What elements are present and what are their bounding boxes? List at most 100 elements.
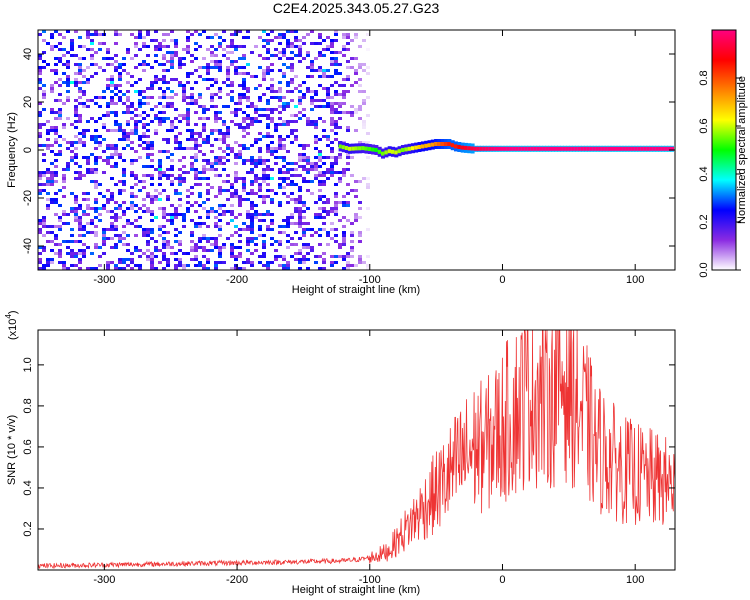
heatmap-cell [194,264,198,267]
heatmap-cell [58,48,62,51]
heatmap-cell [258,228,262,231]
heatmap-cell [222,138,226,141]
heatmap-cell [242,45,246,48]
heatmap-cell [134,81,138,84]
heatmap-cell [238,228,242,231]
heatmap-cell [166,219,170,222]
heatmap-cell [266,135,270,138]
y-tick-label: -40 [22,238,34,254]
heatmap-cell [214,225,218,228]
heatmap-cell [322,135,326,138]
heatmap-cell [266,213,270,216]
heatmap-cell [318,189,322,192]
heatmap-cell [350,105,354,108]
heatmap-cell [222,141,226,144]
heatmap-cell [202,264,206,267]
heatmap-cell [154,216,158,219]
heatmap-track-cell [631,146,636,151]
heatmap-cell [342,267,346,270]
heatmap-cell [162,210,166,213]
heatmap-cell [142,117,146,120]
heatmap-cell [110,90,114,93]
heatmap-cell [294,207,298,210]
heatmap-cell [162,216,166,219]
heatmap-track-cell [583,146,588,151]
heatmap-cell [242,162,246,165]
heatmap-cell [218,60,222,63]
heatmap-cell [262,246,266,249]
heatmap-cell [170,216,174,219]
heatmap-cell [110,147,114,150]
heatmap-cell [290,51,294,54]
heatmap-cell [182,219,186,222]
heatmap-cell [214,48,218,51]
heatmap-cell [286,201,290,204]
heatmap-cell [234,156,238,159]
heatmap-cell [326,69,330,72]
heatmap-cell [130,75,134,78]
heatmap-cell [310,96,314,99]
heatmap-cell [226,147,230,150]
heatmap-cell [206,66,210,69]
heatmap-cell [114,234,118,237]
heatmap-cell [66,60,70,63]
heatmap-cell [294,87,298,90]
heatmap-cell [166,231,170,234]
heatmap-cell [334,111,338,114]
heatmap-cell [346,60,350,63]
heatmap-cell [270,198,274,201]
heatmap-cell [266,189,270,192]
heatmap-cell [42,189,46,192]
heatmap-cell [330,168,334,171]
heatmap-cell [170,57,174,60]
heatmap-cell [206,69,210,72]
heatmap-cell [222,105,226,108]
heatmap-cell [262,240,266,243]
heatmap-cell [38,69,42,72]
heatmap-cell [218,255,222,258]
heatmap-cell [334,51,338,54]
heatmap-cell [366,267,370,270]
heatmap-cell [186,195,190,198]
heatmap-cell [358,84,362,87]
heatmap-cell [290,255,294,258]
heatmap-cell [246,192,250,195]
x-tick-label: -200 [226,574,248,586]
heatmap-cell [182,63,186,66]
heatmap-cell [94,51,98,54]
heatmap-cell [174,51,178,54]
heatmap-cell [158,96,162,99]
heatmap-cell [146,240,150,243]
heatmap-cell [154,45,158,48]
heatmap-cell [218,63,222,66]
heatmap-cell [278,90,282,93]
heatmap-cell [266,174,270,177]
heatmap-cell [334,234,338,237]
heatmap-cell [294,258,298,261]
heatmap-cell [318,66,322,69]
heatmap-cell [210,150,214,153]
heatmap-cell [42,174,46,177]
heatmap-cell [334,39,338,42]
heatmap-cell [78,45,82,48]
heatmap-cell [106,48,110,51]
heatmap-cell [286,225,290,228]
heatmap-cell [254,210,258,213]
heatmap-cell [134,249,138,252]
heatmap-cell [314,162,318,165]
heatmap-cell [222,123,226,126]
heatmap-cell [314,99,318,102]
heatmap-cell [302,93,306,96]
heatmap-cell [318,180,322,183]
heatmap-cell [230,267,234,270]
heatmap-cell [358,261,362,264]
heatmap-cell [342,225,346,228]
heatmap-cell [174,258,178,261]
heatmap-cell [266,42,270,45]
heatmap-cell [358,255,362,258]
heatmap-cell [346,183,350,186]
heatmap-cell [118,75,122,78]
heatmap-cell [54,234,58,237]
heatmap-cell [210,66,214,69]
heatmap-cell [162,138,166,141]
